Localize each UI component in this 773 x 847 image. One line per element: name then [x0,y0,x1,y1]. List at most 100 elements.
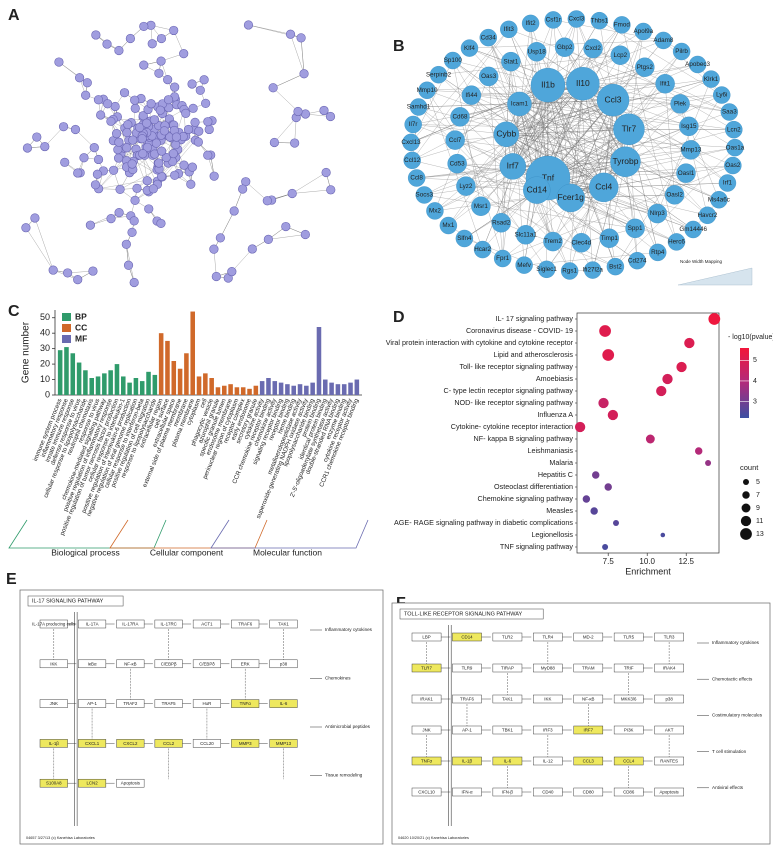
bar [76,362,82,395]
gene-box [613,632,644,642]
node-label: Sp100 [444,57,463,64]
gene-box [573,694,604,704]
network-node [229,206,239,216]
gene-box [452,756,482,766]
node-label: Irf7 [507,161,520,171]
network-node [293,106,303,117]
network-node [114,208,124,218]
network-edge [427,84,548,91]
network-node [60,157,70,167]
network-node [102,39,112,49]
gene-box [231,739,260,748]
gene-box [78,778,107,788]
network-node [269,137,279,148]
gene-label: CD40 [542,789,554,794]
bar [190,311,195,395]
network-edge [452,60,513,167]
gene-label: PI3K [624,727,634,732]
gene-box [492,787,523,797]
y-tick-label: Viral protein interaction with cytokine … [386,338,574,347]
network-node [426,202,444,220]
gene-label: IFN-α [461,789,473,794]
y-tick-label: 40 [40,328,50,338]
bar [297,384,303,395]
gene-label: RANTES [660,758,678,763]
group-bracket [8,519,167,549]
node-label: Spp1 [628,225,643,232]
gene-box [116,619,145,629]
node-label: Adam8 [653,37,673,44]
pathway-footer: 04620 10/20/21 (c) Kanehisa Laboratories [398,836,469,840]
bar [247,388,252,395]
gene-box [269,659,298,669]
network-node [493,121,520,147]
bar [89,378,94,395]
gene-box [533,787,563,797]
group-label: Biological process [51,547,120,557]
gene-label: C/EBPβ [161,661,177,666]
dot [598,397,609,409]
network-node [138,149,148,159]
gene-box [533,632,563,642]
network-node [211,271,221,282]
network-edge [268,234,306,240]
node-label: Havcr2 [697,212,717,219]
network-node [156,33,167,44]
network-node [649,243,667,262]
network-node [147,39,157,49]
network-node [321,167,331,178]
gene-label: IKK [544,696,551,701]
bar [196,376,202,395]
network-edge [603,55,621,188]
y-tick-label: Legionellosis [531,530,573,539]
network-node [444,51,462,70]
network-node [163,75,173,85]
gene-box [154,739,183,748]
network-node [195,85,205,95]
network-node [404,115,422,134]
dot [676,361,687,373]
network-node [114,45,124,56]
gene-label: TRAF5 [162,701,176,706]
node-label: Thbs1 [591,17,609,24]
gene-box [452,725,482,735]
network-edge [506,55,621,135]
gene-label: TNFα [421,758,433,763]
node-label: Oasl1 [678,170,695,177]
gene-box [573,632,604,642]
node-label: Isg15 [681,123,697,130]
gene-box [269,739,298,748]
network-node [499,153,526,180]
node-label: Ccl4 [595,182,612,192]
network-node [501,51,521,72]
network-edge [628,31,644,130]
network-node [130,95,140,105]
network-node [702,70,720,88]
network-node [583,38,603,59]
y-tick-label: 0 [45,389,50,399]
node-label: Oasl2 [666,191,683,198]
gene-label: CXCL1 [85,741,100,746]
gene-box [192,619,221,629]
dot [590,507,598,515]
gene-label: JNK [422,727,430,732]
outcome-label: Chemokines [325,676,351,681]
y-tick-label: Malaria [549,458,573,467]
gene-box [269,619,298,629]
node-label: Siglec1 [536,266,557,273]
bar [133,378,139,395]
node-label: Hcar2 [474,246,491,253]
gene-box [533,756,563,766]
legend-label: MF [75,333,87,343]
gene-label: TNFα [240,701,252,706]
panel-letter: A [8,7,20,24]
gene-box [192,739,221,748]
network-node [429,65,448,84]
network-node [667,233,686,251]
node-label: Ifit3 [504,26,515,33]
gene-label: LCN2 [86,781,98,786]
network-edge [488,37,520,105]
network-node [515,256,533,274]
network-edge [664,83,675,195]
gene-box [78,699,107,708]
